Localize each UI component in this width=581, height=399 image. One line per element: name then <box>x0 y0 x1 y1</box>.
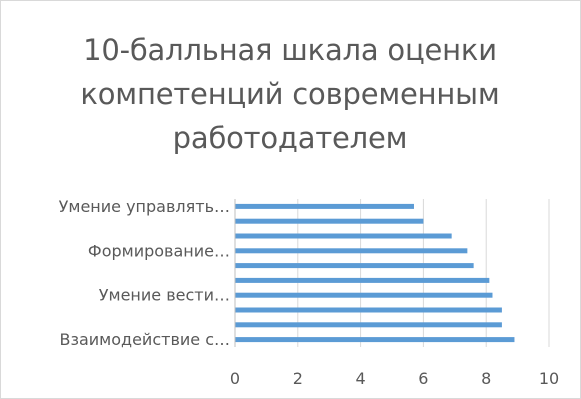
bars <box>235 203 515 343</box>
bar <box>235 248 468 254</box>
bar <box>235 322 502 328</box>
chart-title-line: работодателем <box>172 121 408 155</box>
x-tick-label: 8 <box>481 369 491 388</box>
bar <box>235 307 502 313</box>
category-label: Умение вести… <box>99 286 230 305</box>
category-label: Умение управлять… <box>59 197 230 216</box>
bar <box>235 263 474 269</box>
x-tick-label: 2 <box>293 369 303 388</box>
chart-title: 10-балльная шкала оценки компетенций сов… <box>20 28 560 160</box>
x-tick-label: 4 <box>356 369 366 388</box>
category-label: Формирование… <box>88 241 230 260</box>
chart-title-line: компетенций современным <box>80 77 500 111</box>
bar <box>235 203 414 209</box>
x-tick-label: 10 <box>539 369 559 388</box>
x-tick-label: 6 <box>418 369 428 388</box>
bar <box>235 233 452 239</box>
labels: 0 2 4 6 8 10 Взаимодействие с… Умение вести… Фор… <box>59 197 560 388</box>
x-tick-label: 0 <box>230 369 240 388</box>
bar <box>235 337 515 343</box>
category-label: Взаимодействие с… <box>59 330 230 349</box>
bar <box>235 292 493 298</box>
bar <box>235 218 424 224</box>
chart-title-line: 10-балльная шкала оценки <box>83 33 497 67</box>
bar <box>235 277 490 283</box>
